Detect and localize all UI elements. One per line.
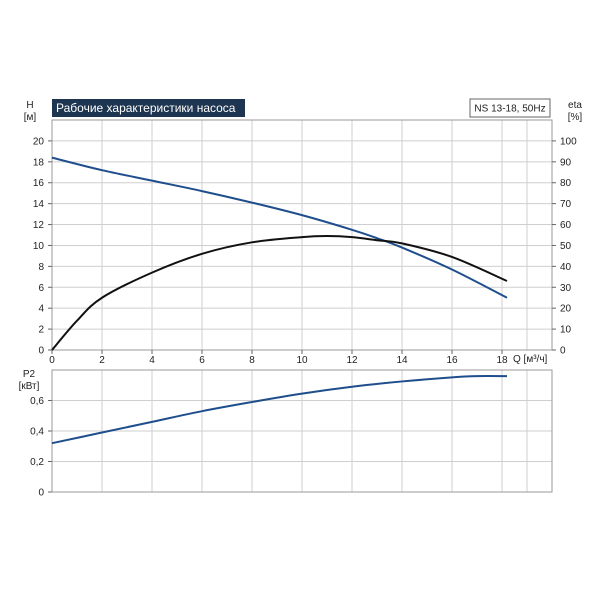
x-tick-label: 8: [249, 355, 255, 366]
p2-axis-unit: [кВт]: [19, 381, 40, 392]
p2-tick-label: 0,4: [30, 427, 44, 438]
y2-tick-label: 30: [560, 283, 572, 294]
y-axis-label: H: [26, 100, 33, 111]
y-tick-label: 8: [38, 262, 44, 273]
x-tick-label: 2: [99, 355, 105, 366]
top-series: [51, 156, 508, 351]
power-curve: [51, 375, 508, 445]
x-tick-label: 18: [496, 355, 508, 366]
y2-axis-unit: [%]: [568, 112, 583, 123]
p2-tick-label: 0,6: [30, 396, 44, 407]
chart-title-box: [52, 99, 245, 117]
head-curve: [51, 156, 508, 299]
bottom-series: [51, 375, 508, 445]
x-tick-label: 12: [346, 355, 358, 366]
y2-tick-label: 60: [560, 220, 572, 231]
y2-tick-label: 50: [560, 241, 572, 252]
y-tick-label: 20: [33, 136, 45, 147]
p2-axis-label: P2: [23, 369, 36, 380]
top-grid: [52, 119, 552, 350]
y2-tick-label: 20: [560, 304, 572, 315]
y-tick-label: 12: [33, 220, 45, 231]
y-axis-unit: [м]: [24, 112, 37, 123]
p2-tick-label: 0,2: [30, 457, 44, 468]
x-tick-label: 0: [49, 355, 55, 366]
y-tick-label: 16: [33, 178, 45, 189]
y-tick-label: 14: [33, 199, 45, 210]
efficiency-curve: [51, 235, 508, 351]
model-label-box: [469, 98, 551, 118]
chart-title: Рабочие характеристики насоса: [56, 101, 236, 115]
bottom-y-ticks: 0 0,2 0,4 0,6: [30, 396, 52, 499]
y2-tick-label: 100: [560, 136, 577, 147]
top-y-ticks: 0 2 4 6 8 10 12 14 16 18 20: [33, 136, 52, 357]
x-tick-label: 10: [296, 355, 308, 366]
y-tick-label: 2: [38, 325, 44, 336]
top-y2-ticks: 0 10 20 30 40 50 60 70 80 90 100: [552, 136, 577, 357]
y-tick-label: 4: [38, 304, 44, 315]
x-tick-label: 4: [149, 355, 155, 366]
top-x-ticks: 0 2 4 6 8 10 12 14 16 18: [49, 350, 508, 366]
bottom-grid: [52, 369, 552, 492]
y2-tick-label: 40: [560, 262, 572, 273]
p2-tick-label: 0: [38, 488, 44, 499]
model-label: NS 13-18, 50Hz: [474, 104, 545, 115]
y2-tick-label: 90: [560, 157, 572, 168]
y-tick-label: 18: [33, 157, 45, 168]
y2-axis-label: eta: [568, 100, 582, 111]
y2-tick-label: 10: [560, 325, 572, 336]
y2-tick-label: 80: [560, 178, 572, 189]
x-tick-label: 6: [199, 355, 205, 366]
y-tick-label: 6: [38, 283, 44, 294]
y-tick-label: 10: [33, 241, 45, 252]
x-tick-label: 16: [446, 355, 458, 366]
x-tick-label: 14: [396, 355, 408, 366]
y2-tick-label: 70: [560, 199, 572, 210]
y2-tick-label: 0: [560, 346, 566, 357]
y-tick-label: 0: [38, 346, 44, 357]
x-axis-label: Q [м³/ч]: [513, 354, 548, 365]
